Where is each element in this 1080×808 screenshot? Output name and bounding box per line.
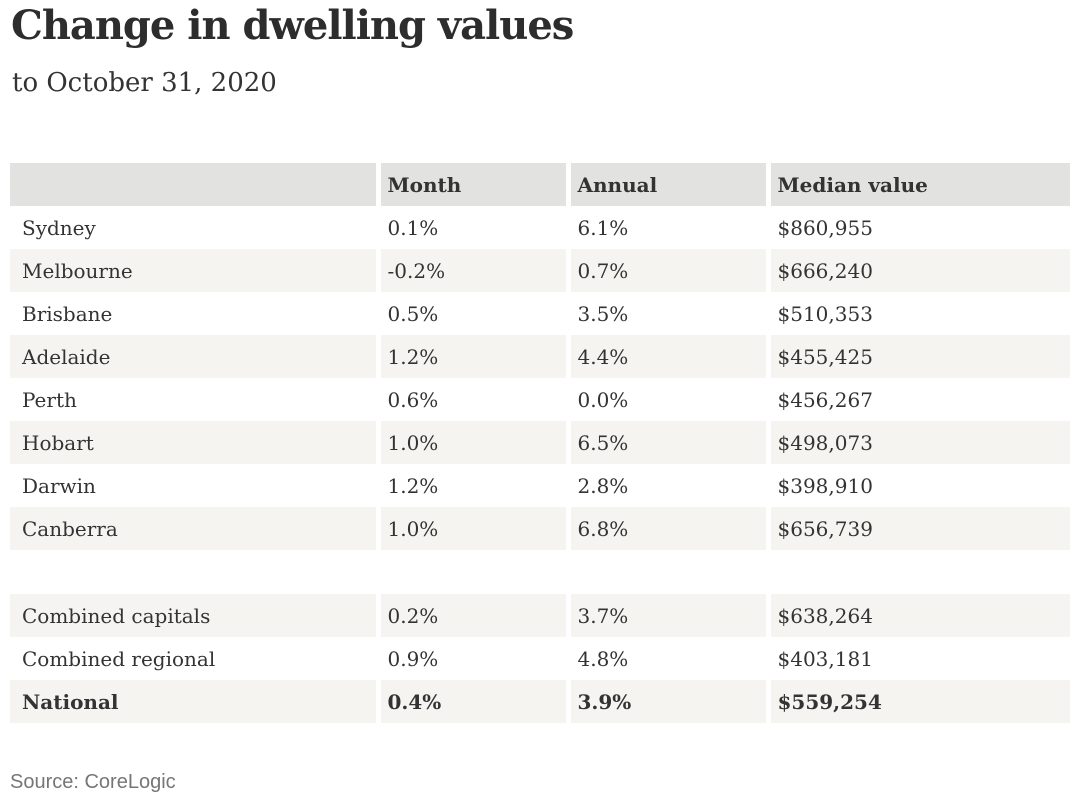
table-row-brisbane: Brisbane 0.5% 3.5% $510,353 — [10, 292, 1070, 335]
region-cell: National — [10, 680, 378, 723]
median-value-cell: $666,240 — [765, 249, 1070, 292]
region-cell: Combined regional — [10, 637, 378, 680]
month-cell: 0.9% — [375, 637, 568, 680]
page-title: Change in dwelling values — [11, 2, 574, 49]
annual-cell: 4.8% — [565, 637, 768, 680]
annual-cell: 0.0% — [565, 378, 768, 421]
median-value-cell: $860,955 — [765, 206, 1070, 249]
region-cell: Darwin — [10, 464, 378, 507]
table-header: Month Annual Median value — [10, 163, 1070, 206]
median-value-cell: $456,267 — [765, 378, 1070, 421]
column-header-month: Month — [375, 163, 568, 206]
dwelling-values-table: Month Annual Median value Sydney 0.1% 6.… — [10, 163, 1070, 723]
annual-cell: 0.7% — [565, 249, 768, 292]
table-row-national: National 0.4% 3.9% $559,254 — [10, 680, 1070, 723]
source-note: Source: CoreLogic — [10, 771, 176, 793]
region-cell: Combined capitals — [10, 594, 378, 637]
month-cell: 1.2% — [375, 464, 568, 507]
month-cell: 1.2% — [375, 335, 568, 378]
region-cell: Perth — [10, 378, 378, 421]
annual-cell: 3.5% — [565, 292, 768, 335]
median-value-cell: $656,739 — [765, 507, 1070, 550]
region-cell: Adelaide — [10, 335, 378, 378]
page-subtitle: to October 31, 2020 — [12, 68, 277, 98]
annual-cell: 6.5% — [565, 421, 768, 464]
table-row-adelaide: Adelaide 1.2% 4.4% $455,425 — [10, 335, 1070, 378]
table-row-perth: Perth 0.6% 0.0% $456,267 — [10, 378, 1070, 421]
month-cell: 1.0% — [375, 421, 568, 464]
region-cell: Brisbane — [10, 292, 378, 335]
annual-cell: 3.9% — [565, 680, 768, 723]
region-cell: Hobart — [10, 421, 378, 464]
median-value-cell: $455,425 — [765, 335, 1070, 378]
spacer-cell — [10, 550, 1070, 594]
month-cell: 1.0% — [375, 507, 568, 550]
month-cell: 0.1% — [375, 206, 568, 249]
region-cell: Canberra — [10, 507, 378, 550]
month-cell: -0.2% — [375, 249, 568, 292]
annual-cell: 3.7% — [565, 594, 768, 637]
median-value-cell: $638,264 — [765, 594, 1070, 637]
region-cell: Melbourne — [10, 249, 378, 292]
table-row-sydney: Sydney 0.1% 6.1% $860,955 — [10, 206, 1070, 249]
table-row-combined-capitals: Combined capitals 0.2% 3.7% $638,264 — [10, 594, 1070, 637]
table-row-melbourne: Melbourne -0.2% 0.7% $666,240 — [10, 249, 1070, 292]
table-row-combined-regional: Combined regional 0.9% 4.8% $403,181 — [10, 637, 1070, 680]
median-value-cell: $510,353 — [765, 292, 1070, 335]
table-row-canberra: Canberra 1.0% 6.8% $656,739 — [10, 507, 1070, 550]
table-row-hobart: Hobart 1.0% 6.5% $498,073 — [10, 421, 1070, 464]
section-spacer-row — [10, 550, 1070, 594]
median-value-cell: $559,254 — [765, 680, 1070, 723]
column-header-annual: Annual — [565, 163, 768, 206]
column-header-median-value: Median value — [765, 163, 1070, 206]
month-cell: 0.2% — [375, 594, 568, 637]
median-value-cell: $403,181 — [765, 637, 1070, 680]
month-cell: 0.6% — [375, 378, 568, 421]
month-cell: 0.4% — [375, 680, 568, 723]
median-value-cell: $498,073 — [765, 421, 1070, 464]
table-row-darwin: Darwin 1.2% 2.8% $398,910 — [10, 464, 1070, 507]
annual-cell: 4.4% — [565, 335, 768, 378]
month-cell: 0.5% — [375, 292, 568, 335]
annual-cell: 6.1% — [565, 206, 768, 249]
annual-cell: 2.8% — [565, 464, 768, 507]
median-value-cell: $398,910 — [765, 464, 1070, 507]
region-cell: Sydney — [10, 206, 378, 249]
column-header-region — [10, 163, 378, 206]
header-row: Month Annual Median value — [10, 163, 1070, 206]
annual-cell: 6.8% — [565, 507, 768, 550]
